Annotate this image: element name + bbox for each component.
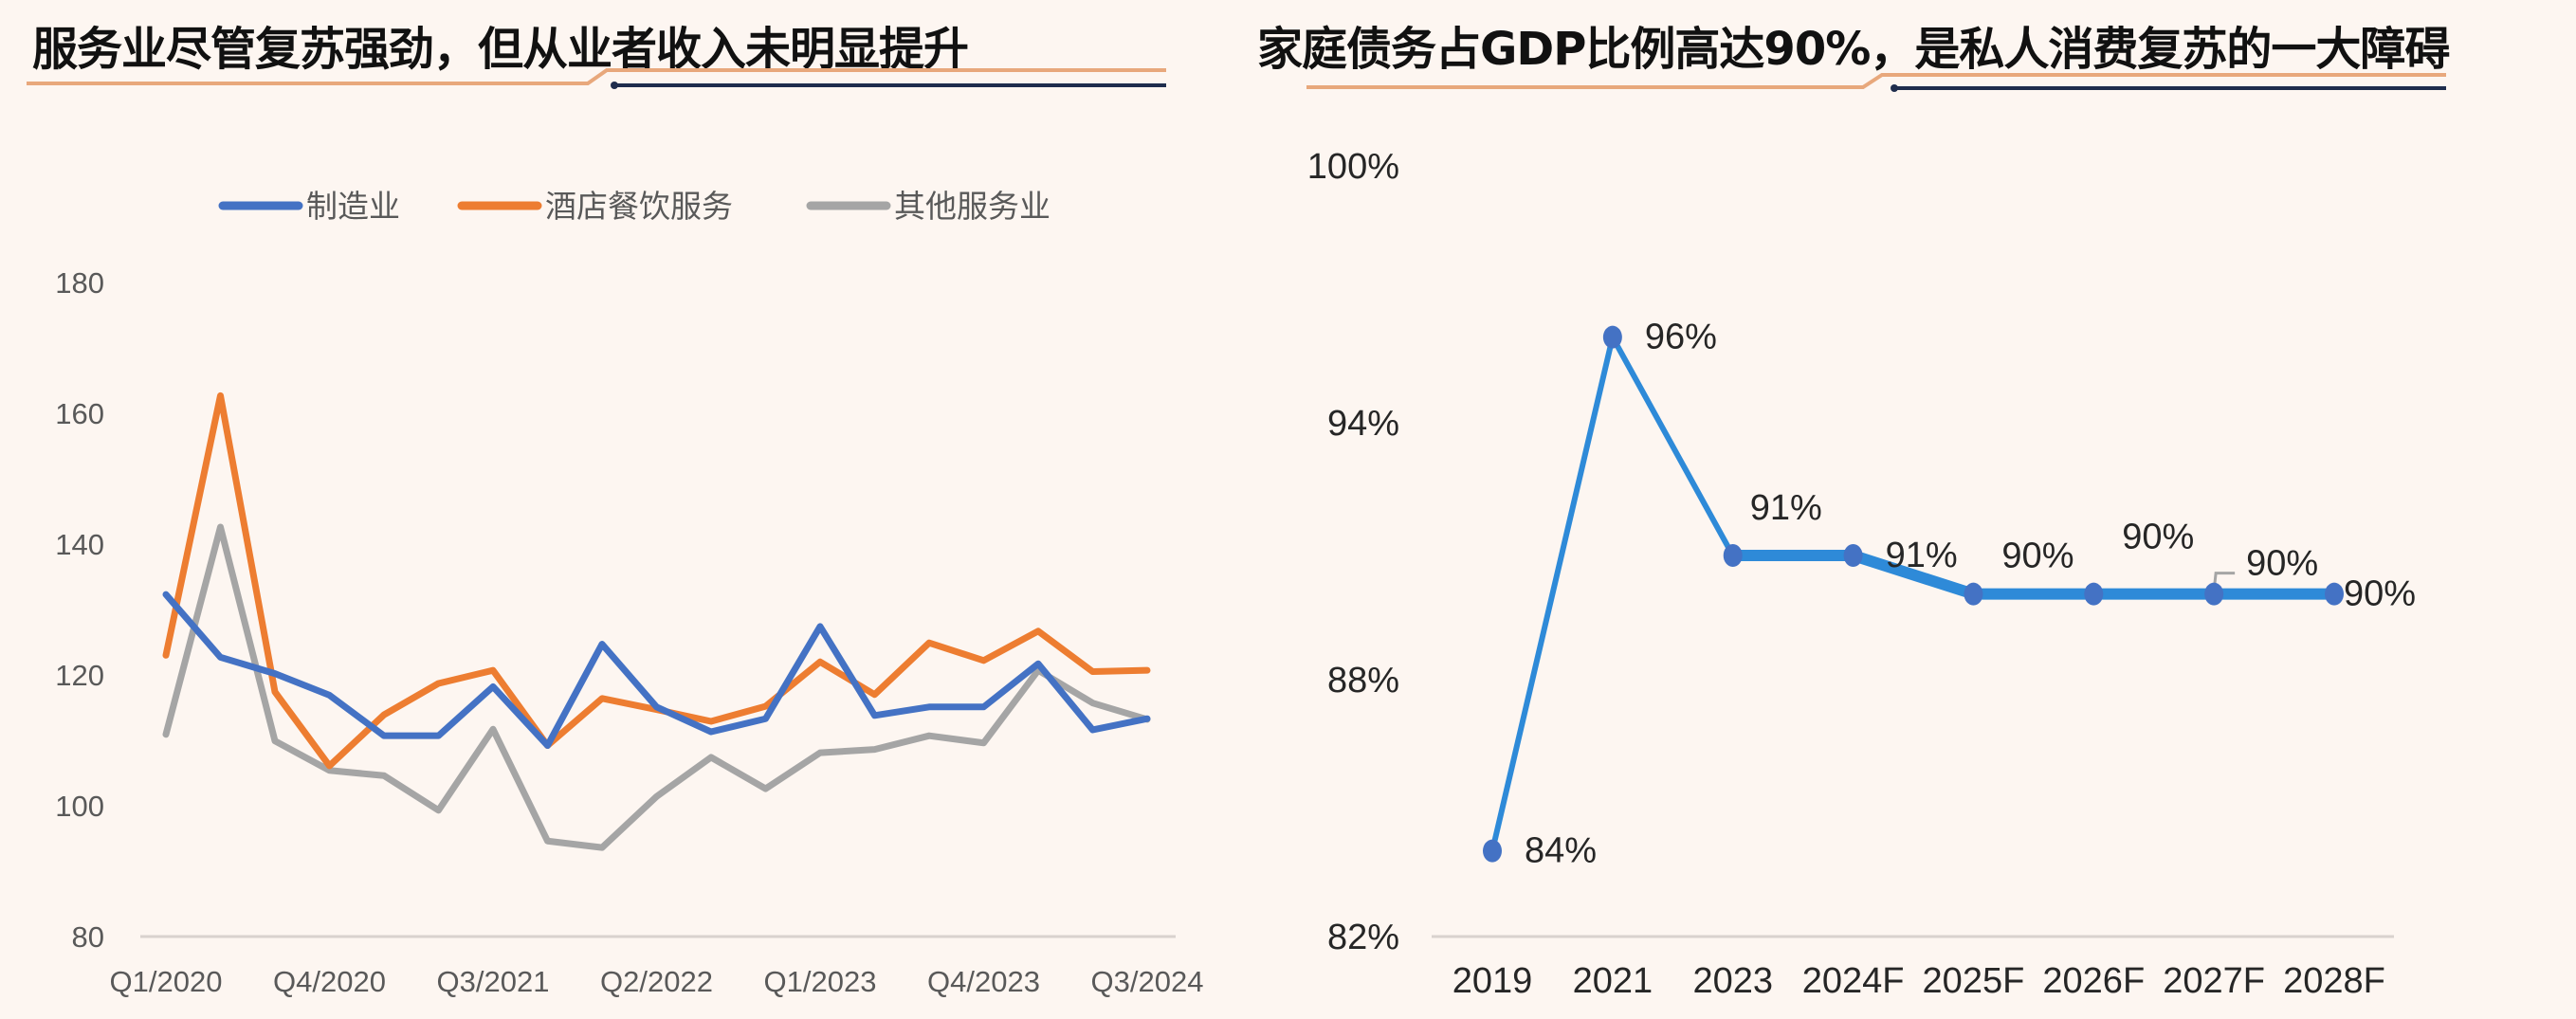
y-tick-label: 94% xyxy=(1327,404,1399,444)
x-tick-label: Q3/2021 xyxy=(437,965,550,998)
x-tick-label: Q3/2024 xyxy=(1091,965,1204,998)
left-chart-title: 服务业尽管复苏强劲，但从业者收入未明显提升 xyxy=(32,23,969,76)
legend-item: 酒店餐饮服务 xyxy=(457,188,733,225)
left-underline-orange xyxy=(27,68,1166,85)
right-underline-dot xyxy=(1891,84,1898,92)
y-tick-label: 82% xyxy=(1327,918,1399,957)
legend-item: 制造业 xyxy=(218,188,400,225)
series-line-0 xyxy=(162,591,1151,750)
x-tick-label: 2019 xyxy=(1452,961,1533,1001)
x-tick-label: 2026F xyxy=(2042,961,2145,1001)
x-axis: 2019 2021 2023 2024F 2025F 2026F 2027F 2028F xyxy=(1452,961,2385,1001)
data-label: 96% xyxy=(1645,318,1717,357)
legend-label: 其他服务业 xyxy=(894,188,1050,225)
legend-item: 其他服务业 xyxy=(806,188,1050,225)
left-underline-dot xyxy=(611,82,618,89)
left-line-chart: 制造业 酒店餐饮服务 其他服务业 80 100 120 140 160 180 Q1/2020… xyxy=(55,188,1203,998)
x-tick-label: 2023 xyxy=(1692,961,1773,1001)
data-point xyxy=(2325,582,2344,606)
x-tick-label: 2025F xyxy=(1923,961,2025,1001)
data-point xyxy=(1602,325,1622,349)
x-tick-label: Q1/2023 xyxy=(764,965,877,998)
y-tick-label: 88% xyxy=(1327,661,1399,701)
right-chart-title: 家庭债务占GDP比例高达90%，是私人消费复苏的一大障碍 xyxy=(1257,23,2450,76)
y-tick-label: 160 xyxy=(55,397,104,430)
y-axis: 80 100 120 140 160 180 xyxy=(55,266,104,954)
series-segment xyxy=(1489,334,1616,854)
right-line-chart: 82% 88% 94% 100% 2019 2021 2023 2024F 2025F 2026… xyxy=(1307,147,2416,1001)
x-tick-label: 2021 xyxy=(1573,961,1653,1001)
y-axis: 82% 88% 94% 100% xyxy=(1307,147,1399,957)
data-label: 90% xyxy=(2246,544,2318,584)
series-lines xyxy=(1483,325,2344,863)
x-axis: Q1/2020 Q4/2020 Q3/2021 Q2/2022 Q1/2023 Q4/20… xyxy=(110,965,1204,998)
data-label: 90% xyxy=(2122,518,2194,557)
x-tick-label: Q1/2020 xyxy=(110,965,223,998)
data-point xyxy=(1964,582,1983,606)
data-label: 84% xyxy=(1525,831,1597,871)
y-tick-label: 140 xyxy=(55,528,104,561)
legend: 制造业 酒店餐饮服务 其他服务业 xyxy=(218,188,1050,225)
data-point xyxy=(2204,582,2224,606)
x-tick-label: Q2/2022 xyxy=(600,965,713,998)
y-tick-label: 180 xyxy=(55,266,104,300)
legend-label: 制造业 xyxy=(306,188,400,225)
data-label: 91% xyxy=(1750,488,1822,528)
right-title-underline xyxy=(1306,73,2446,92)
data-point xyxy=(1723,544,1743,568)
data-label: 90% xyxy=(2344,574,2416,614)
y-tick-label: 80 xyxy=(72,920,104,954)
left-title-underline xyxy=(27,68,1166,89)
x-tick-label: 2027F xyxy=(2163,961,2265,1001)
data-labels: 84% 96% 91% 91% 90% 90% 90% 90% xyxy=(1525,318,2416,871)
series-line-2 xyxy=(162,523,1151,851)
data-point xyxy=(1483,839,1502,863)
x-tick-label: Q4/2020 xyxy=(273,965,386,998)
y-tick-label: 120 xyxy=(55,659,104,692)
legend-label: 酒店餐饮服务 xyxy=(545,188,733,225)
data-label: 90% xyxy=(2001,537,2074,576)
x-tick-label: Q4/2023 xyxy=(927,965,1040,998)
data-label: 91% xyxy=(1886,536,1958,575)
data-point xyxy=(2084,582,2104,606)
series-lines xyxy=(162,391,1151,851)
data-point xyxy=(1843,544,1863,568)
series-segment xyxy=(1609,334,1736,559)
x-tick-label: 2024F xyxy=(1802,961,1905,1001)
y-tick-label: 100 xyxy=(55,790,104,823)
series-segment xyxy=(1847,550,1980,600)
x-tick-label: 2028F xyxy=(2283,961,2385,1001)
right-underline-orange xyxy=(1306,73,2446,89)
y-tick-label: 100% xyxy=(1307,147,1399,187)
